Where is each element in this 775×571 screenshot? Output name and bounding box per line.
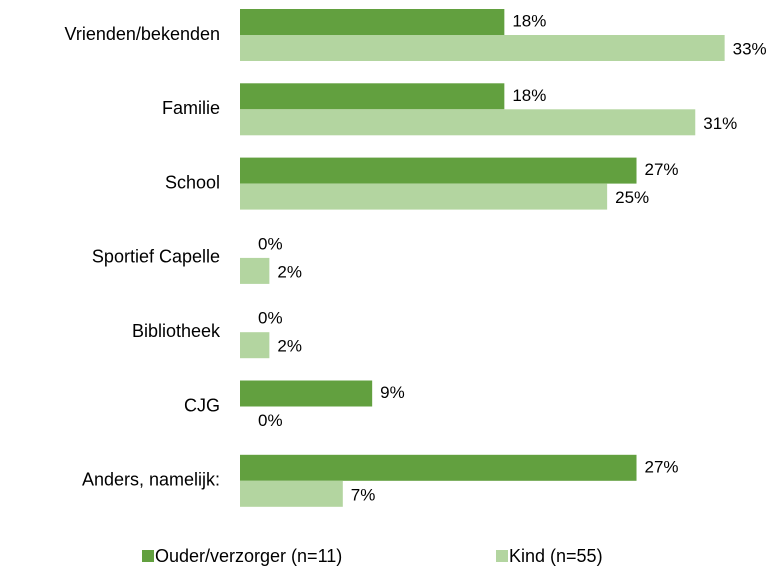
- bar: [240, 454, 637, 481]
- bar: [240, 109, 696, 136]
- bar: [240, 380, 373, 407]
- bar: [240, 480, 343, 507]
- bar: [240, 157, 637, 184]
- bar: [240, 183, 608, 210]
- category-label: Sportief Capelle: [92, 247, 220, 267]
- legend-label: Kind (n=55): [509, 546, 603, 566]
- value-label: 18%: [512, 86, 546, 105]
- legend-swatch: [496, 550, 508, 562]
- value-label: 0%: [258, 411, 283, 430]
- value-label: 9%: [380, 383, 405, 402]
- category-label: School: [165, 172, 220, 192]
- value-label: 0%: [258, 234, 283, 253]
- bar: [240, 35, 725, 61]
- category-label: Vrienden/bekenden: [65, 24, 220, 44]
- value-label: 25%: [615, 188, 649, 207]
- category-label: Anders, namelijk:: [82, 470, 220, 490]
- category-label: CJG: [184, 395, 220, 415]
- bar: [240, 83, 505, 110]
- value-label: 27%: [645, 160, 679, 179]
- bar: [240, 257, 270, 284]
- legend-swatch: [142, 550, 154, 562]
- category-label: Bibliotheek: [132, 321, 221, 341]
- value-label: 18%: [512, 11, 546, 30]
- value-label: 27%: [645, 457, 679, 476]
- category-label: Familie: [162, 98, 220, 118]
- value-label: 7%: [351, 485, 376, 504]
- bar: [240, 332, 270, 359]
- value-label: 31%: [703, 114, 737, 133]
- value-label: 2%: [277, 262, 302, 281]
- legend-label: Ouder/verzorger (n=11): [155, 546, 342, 566]
- value-label: 0%: [258, 309, 283, 328]
- value-label: 2%: [277, 337, 302, 356]
- value-label: 33%: [733, 39, 767, 58]
- bar: [240, 9, 505, 35]
